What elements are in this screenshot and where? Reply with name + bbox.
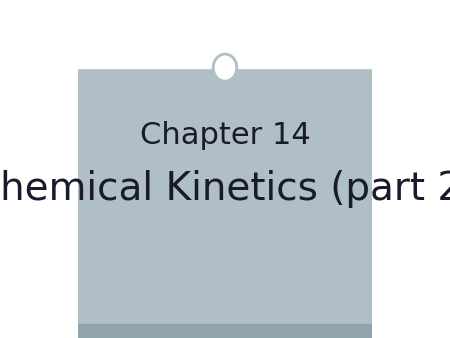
Text: Chemical Kinetics (part 2): Chemical Kinetics (part 2) bbox=[0, 170, 450, 208]
Bar bbox=[78, 0, 372, 68]
Text: Chapter 14: Chapter 14 bbox=[140, 121, 310, 150]
Circle shape bbox=[213, 54, 237, 81]
Bar bbox=[78, 324, 372, 338]
Bar bbox=[78, 68, 372, 324]
